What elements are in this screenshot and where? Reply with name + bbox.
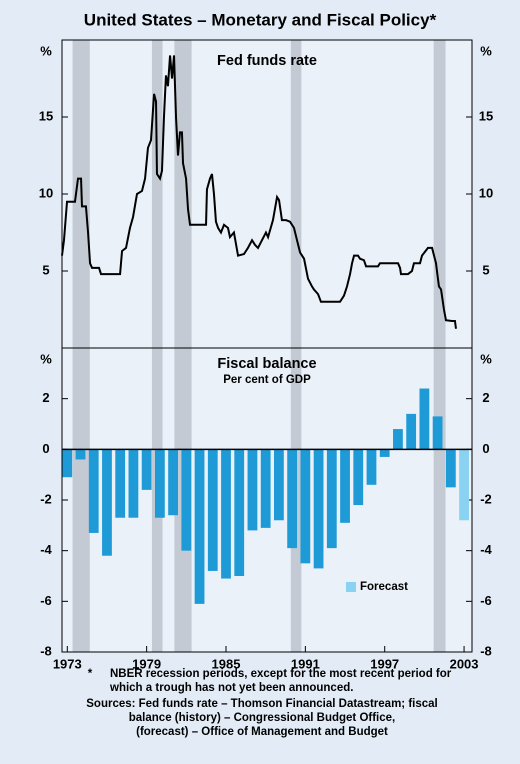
source-line: Sources: Fed funds rate – Thomson Financ… bbox=[86, 698, 437, 710]
source-line: balance (history) – Congressional Budget… bbox=[129, 712, 395, 724]
bar bbox=[194, 449, 205, 604]
y2-tick-label: -8 bbox=[480, 643, 492, 658]
note-marker: * bbox=[88, 668, 93, 680]
bar bbox=[459, 449, 469, 521]
bar bbox=[102, 449, 112, 556]
recession-band bbox=[72, 40, 90, 652]
bar bbox=[221, 449, 231, 579]
y-tick-label: 5 bbox=[42, 262, 49, 277]
legend-swatch bbox=[346, 582, 356, 592]
bar bbox=[141, 449, 152, 490]
bar bbox=[207, 449, 218, 571]
panel-title: Fed funds rate bbox=[217, 53, 317, 69]
y2-tick-label: -4 bbox=[480, 542, 492, 557]
plot-frame bbox=[61, 39, 473, 653]
bar bbox=[168, 449, 178, 516]
bar bbox=[406, 413, 417, 450]
y-unit: % bbox=[40, 43, 52, 58]
bar bbox=[181, 449, 192, 551]
bar bbox=[300, 449, 311, 564]
bar bbox=[62, 449, 73, 478]
x-tick-label: 1985 bbox=[212, 656, 241, 671]
bar bbox=[379, 449, 390, 457]
bar bbox=[274, 449, 284, 521]
bar bbox=[445, 449, 456, 488]
y-tick-label: 2 bbox=[42, 390, 49, 405]
y-tick-label: -2 bbox=[40, 491, 52, 506]
bar bbox=[393, 429, 403, 450]
bar bbox=[128, 449, 139, 518]
bar bbox=[88, 449, 99, 533]
chart-title: United States – Monetary and Fiscal Poli… bbox=[84, 10, 437, 29]
y2-tick-label: 0 bbox=[482, 441, 489, 456]
recession-band bbox=[290, 40, 302, 652]
x-tick-label: 1973 bbox=[53, 656, 82, 671]
y-tick-label: 0 bbox=[42, 441, 49, 456]
x-tick-label: 1991 bbox=[291, 656, 320, 671]
x-tick-label: 1997 bbox=[370, 656, 399, 671]
bar bbox=[75, 449, 86, 460]
y2-tick-label: -6 bbox=[480, 593, 492, 608]
bar bbox=[432, 416, 443, 450]
y2-unit: % bbox=[480, 43, 492, 58]
y-tick-label: -8 bbox=[40, 643, 52, 658]
panel-title: Fiscal balance bbox=[217, 356, 316, 372]
y-tick-label: 10 bbox=[39, 185, 53, 200]
bar bbox=[313, 449, 324, 569]
bar bbox=[154, 449, 165, 518]
note-line: NBER recession periods, except for the m… bbox=[110, 668, 452, 680]
panel-subtitle: Per cent of GDP bbox=[223, 374, 311, 386]
y2-tick-label: -2 bbox=[480, 491, 492, 506]
bar bbox=[366, 449, 377, 485]
plot-area bbox=[62, 40, 472, 652]
bar bbox=[234, 449, 245, 576]
bar bbox=[353, 449, 364, 506]
bar bbox=[419, 388, 430, 450]
recession-band bbox=[151, 40, 163, 652]
bar bbox=[340, 449, 350, 523]
y-tick-label: 15 bbox=[39, 108, 53, 123]
y2-tick-label: 15 bbox=[479, 108, 493, 123]
bar bbox=[287, 449, 298, 549]
note-line: which a trough has not yet been announce… bbox=[109, 682, 353, 694]
y2-tick-label: 10 bbox=[479, 185, 493, 200]
legend-label: Forecast bbox=[360, 581, 408, 593]
y-tick-label: -4 bbox=[40, 542, 52, 557]
x-tick-label: 2003 bbox=[450, 656, 479, 671]
x-tick-label: 1979 bbox=[132, 656, 161, 671]
source-line: (forecast) – Office of Management and Bu… bbox=[136, 726, 388, 738]
bar bbox=[247, 449, 258, 531]
y-tick-label: -6 bbox=[40, 593, 52, 608]
fed-funds-line bbox=[61, 55, 457, 329]
y2-tick-label: 5 bbox=[482, 262, 489, 277]
recession-band bbox=[433, 40, 446, 652]
y-unit: % bbox=[40, 351, 52, 366]
bar bbox=[326, 449, 337, 549]
bar bbox=[115, 449, 126, 518]
y2-tick-label: 2 bbox=[482, 390, 489, 405]
bar bbox=[260, 449, 271, 528]
y2-unit: % bbox=[480, 351, 492, 366]
